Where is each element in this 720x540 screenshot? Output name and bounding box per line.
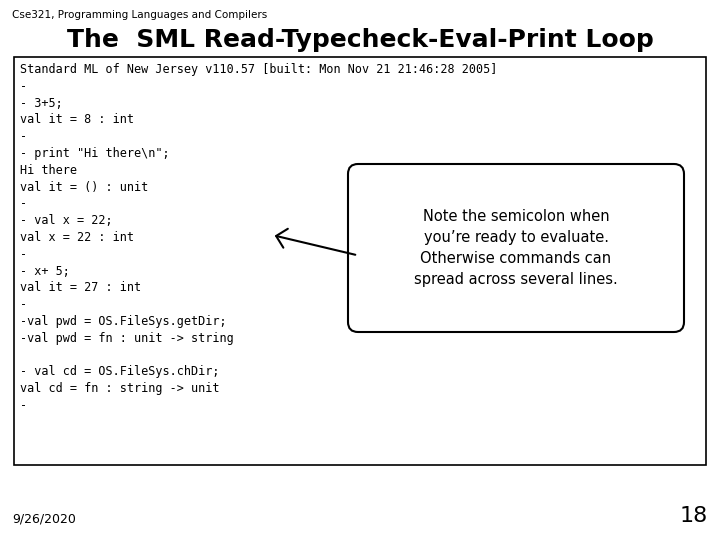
- Text: 18: 18: [680, 506, 708, 526]
- Text: 9/26/2020: 9/26/2020: [12, 513, 76, 526]
- FancyBboxPatch shape: [348, 164, 684, 332]
- FancyBboxPatch shape: [14, 57, 706, 465]
- FancyArrowPatch shape: [276, 229, 355, 255]
- Text: The  SML Read-Typecheck-Eval-Print Loop: The SML Read-Typecheck-Eval-Print Loop: [67, 28, 653, 52]
- Text: Note the semicolon when
you’re ready to evaluate.
Otherwise commands can
spread : Note the semicolon when you’re ready to …: [414, 209, 618, 287]
- Text: Standard ML of New Jersey v110.57 [built: Mon Nov 21 21:46:28 2005]
-
- 3+5;
val: Standard ML of New Jersey v110.57 [built…: [20, 63, 498, 412]
- Text: Cse321, Programming Languages and Compilers: Cse321, Programming Languages and Compil…: [12, 10, 267, 20]
